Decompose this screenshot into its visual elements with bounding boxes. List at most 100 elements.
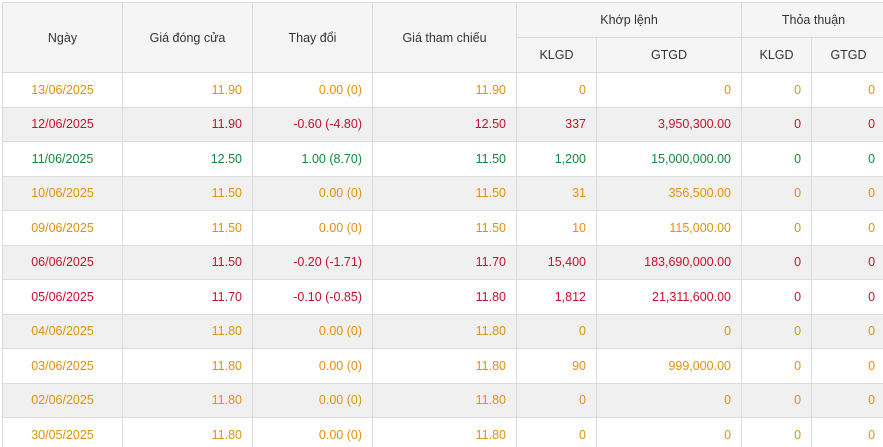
table-row[interactable]: 05/06/2025 11.70 -0.10 (-0.85) 11.80 1,812 21…: [2, 279, 883, 315]
header-matched-value[interactable]: GTGD: [595, 37, 743, 73]
cell-change: 0.00 (0): [252, 72, 373, 108]
cell-date: 09/06/2025: [2, 210, 123, 246]
table-row[interactable]: 06/06/2025 11.50 -0.20 (-1.71) 11.70 15,400 1…: [2, 244, 883, 280]
header-change[interactable]: Thay đổi: [252, 2, 373, 73]
cell-negotiated-value: 0: [811, 417, 883, 447]
header-negotiated-volume[interactable]: KLGD: [741, 37, 813, 73]
cell-change: -0.60 (-4.80): [252, 106, 373, 142]
cell-negotiated-value: 0: [811, 210, 883, 246]
cell-change: -0.10 (-0.85): [252, 279, 373, 315]
cell-change: 0.00 (0): [252, 313, 373, 349]
cell-matched-volume: 0: [516, 313, 597, 349]
cell-matched-value: 0: [595, 382, 743, 418]
table-header: Ngày Giá đóng cửa Thay đổi Giá tham chiế…: [2, 2, 883, 73]
table-row[interactable]: 03/06/2025 11.80 0.00 (0) 11.80 90 999,000.00…: [2, 348, 883, 384]
cell-close-price: 11.90: [122, 72, 253, 108]
cell-reference-price: 11.80: [372, 279, 517, 315]
cell-negotiated-value: 0: [811, 175, 883, 211]
table-row[interactable]: 13/06/2025 11.90 0.00 (0) 11.90 0 0 0 0: [2, 72, 883, 108]
table-row[interactable]: 10/06/2025 11.50 0.00 (0) 11.50 31 356,500.00…: [2, 175, 883, 211]
cell-matched-volume: 10: [516, 210, 597, 246]
cell-negotiated-value: 0: [811, 313, 883, 349]
cell-reference-price: 11.50: [372, 141, 517, 177]
cell-matched-value: 3,950,300.00: [595, 106, 743, 142]
cell-close-price: 11.80: [122, 417, 253, 447]
cell-matched-volume: 90: [516, 348, 597, 384]
table-body: 13/06/2025 11.90 0.00 (0) 11.90 0 0 0 0 12/06/20…: [2, 72, 883, 447]
cell-negotiated-value: 0: [811, 72, 883, 108]
cell-matched-volume: 15,400: [516, 244, 597, 280]
cell-reference-price: 11.80: [372, 417, 517, 447]
cell-negotiated-volume: 0: [741, 279, 813, 315]
cell-date: 10/06/2025: [2, 175, 123, 211]
cell-negotiated-volume: 0: [741, 313, 813, 349]
cell-matched-value: 183,690,000.00: [595, 244, 743, 280]
cell-negotiated-volume: 0: [741, 72, 813, 108]
cell-negotiated-volume: 0: [741, 382, 813, 418]
header-group-matched-orders: Khớp lệnh: [515, 2, 743, 38]
cell-date: 12/06/2025: [2, 106, 123, 142]
header-group-negotiated: Thỏa thuận: [741, 2, 883, 38]
cell-negotiated-volume: 0: [741, 175, 813, 211]
cell-reference-price: 11.50: [372, 175, 517, 211]
cell-matched-value: 115,000.00: [595, 210, 743, 246]
cell-negotiated-value: 0: [811, 382, 883, 418]
cell-matched-value: 356,500.00: [595, 175, 743, 211]
cell-reference-price: 12.50: [372, 106, 517, 142]
cell-close-price: 11.90: [122, 106, 253, 142]
table-row[interactable]: 04/06/2025 11.80 0.00 (0) 11.80 0 0 0 0: [2, 313, 883, 349]
cell-matched-volume: 337: [516, 106, 597, 142]
header-close-price[interactable]: Giá đóng cửa: [122, 2, 253, 73]
cell-matched-volume: 0: [516, 72, 597, 108]
cell-matched-volume: 0: [516, 417, 597, 447]
cell-close-price: 11.50: [122, 210, 253, 246]
cell-date: 02/06/2025: [2, 382, 123, 418]
header-matched-volume[interactable]: KLGD: [516, 37, 597, 73]
cell-negotiated-value: 0: [811, 244, 883, 280]
table-row[interactable]: 30/05/2025 11.80 0.00 (0) 11.80 0 0 0 0: [2, 417, 883, 447]
cell-date: 03/06/2025: [2, 348, 123, 384]
cell-negotiated-value: 0: [811, 106, 883, 142]
cell-reference-price: 11.80: [372, 348, 517, 384]
table-row[interactable]: 12/06/2025 11.90 -0.60 (-4.80) 12.50 337 3,95…: [2, 106, 883, 142]
cell-date: 30/05/2025: [2, 417, 123, 447]
header-reference-price[interactable]: Giá tham chiếu: [372, 2, 517, 73]
cell-matched-value: 0: [595, 313, 743, 349]
cell-date: 05/06/2025: [2, 279, 123, 315]
cell-change: 0.00 (0): [252, 175, 373, 211]
cell-matched-value: 0: [595, 72, 743, 108]
cell-negotiated-volume: 0: [741, 348, 813, 384]
cell-matched-volume: 0: [516, 382, 597, 418]
cell-matched-volume: 1,812: [516, 279, 597, 315]
cell-close-price: 11.50: [122, 244, 253, 280]
cell-negotiated-volume: 0: [741, 417, 813, 447]
table-row[interactable]: 09/06/2025 11.50 0.00 (0) 11.50 10 115,000.00…: [2, 210, 883, 246]
cell-close-price: 11.80: [122, 313, 253, 349]
table-row[interactable]: 02/06/2025 11.80 0.00 (0) 11.80 0 0 0 0: [2, 382, 883, 418]
table-row[interactable]: 11/06/2025 12.50 1.00 (8.70) 11.50 1,200 15,0…: [2, 141, 883, 177]
cell-negotiated-value: 0: [811, 141, 883, 177]
cell-change: 0.00 (0): [252, 348, 373, 384]
cell-date: 04/06/2025: [2, 313, 123, 349]
header-date[interactable]: Ngày: [2, 2, 123, 73]
cell-matched-value: 21,311,600.00: [595, 279, 743, 315]
cell-negotiated-volume: 0: [741, 210, 813, 246]
cell-close-price: 11.80: [122, 382, 253, 418]
cell-close-price: 12.50: [122, 141, 253, 177]
cell-change: -0.20 (-1.71): [252, 244, 373, 280]
cell-date: 06/06/2025: [2, 244, 123, 280]
cell-negotiated-value: 0: [811, 279, 883, 315]
cell-reference-price: 11.90: [372, 72, 517, 108]
header-negotiated-value[interactable]: GTGD: [811, 37, 883, 73]
cell-reference-price: 11.80: [372, 313, 517, 349]
cell-negotiated-volume: 0: [741, 244, 813, 280]
cell-negotiated-volume: 0: [741, 106, 813, 142]
cell-change: 0.00 (0): [252, 382, 373, 418]
cell-close-price: 11.50: [122, 175, 253, 211]
cell-change: 0.00 (0): [252, 417, 373, 447]
cell-date: 11/06/2025: [2, 141, 123, 177]
cell-close-price: 11.80: [122, 348, 253, 384]
cell-matched-value: 15,000,000.00: [595, 141, 743, 177]
cell-matched-value: 999,000.00: [595, 348, 743, 384]
